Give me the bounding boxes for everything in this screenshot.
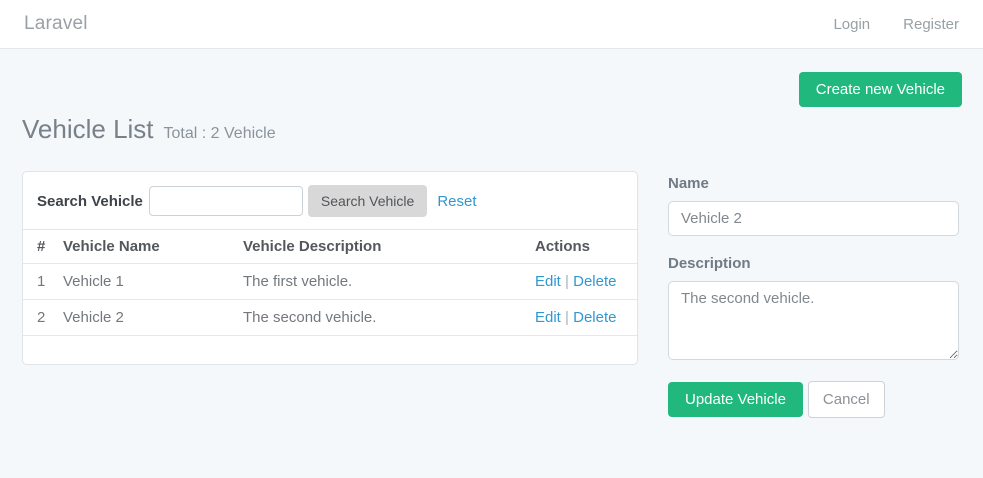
- table-row: 2 Vehicle 2 The second vehicle. Edit | D…: [23, 299, 637, 336]
- table-row: 1 Vehicle 1 The first vehicle. Edit | De…: [23, 263, 637, 300]
- cell-description: The first vehicle.: [243, 263, 535, 300]
- name-label: Name: [668, 175, 709, 192]
- edit-link[interactable]: Edit: [535, 309, 561, 326]
- delete-link[interactable]: Delete: [573, 309, 617, 326]
- main-columns: Search Vehicle Search Vehicle Reset # Ve…: [22, 171, 962, 418]
- cell-actions: Edit | Delete: [535, 263, 637, 300]
- cell-number: 1: [23, 263, 63, 300]
- register-link[interactable]: Register: [903, 15, 959, 33]
- card-bottom-spacer: [23, 336, 637, 364]
- cell-number: 2: [23, 299, 63, 336]
- heading-row: Vehicle List Total : 2 Vehicle: [22, 114, 962, 145]
- form-buttons-row: Update Vehicle Cancel: [668, 381, 959, 418]
- search-button[interactable]: Search Vehicle: [307, 185, 428, 217]
- vehicle-list-card: Search Vehicle Search Vehicle Reset # Ve…: [22, 171, 638, 365]
- cell-name: Vehicle 2: [63, 299, 243, 336]
- header-description: Vehicle Description: [243, 229, 535, 264]
- search-label: Search Vehicle: [37, 192, 143, 210]
- description-label: Description: [668, 255, 751, 272]
- vehicles-table: # Vehicle Name Vehicle Description Actio…: [23, 229, 637, 336]
- page-subtitle: Total : 2 Vehicle: [163, 125, 276, 142]
- top-action-row: Create new Vehicle: [22, 72, 962, 107]
- cell-description: The second vehicle.: [243, 299, 535, 336]
- navbar: Laravel Login Register: [0, 0, 983, 49]
- description-textarea[interactable]: The second vehicle.: [668, 281, 959, 360]
- reset-link[interactable]: Reset: [437, 192, 477, 210]
- create-vehicle-button[interactable]: Create new Vehicle: [798, 72, 962, 107]
- header-actions: Actions: [535, 229, 637, 264]
- table-header-row: # Vehicle Name Vehicle Description Actio…: [23, 229, 637, 264]
- action-separator: |: [565, 309, 569, 326]
- page-content: Create new Vehicle Vehicle List Total : …: [0, 72, 983, 418]
- search-form: Search Vehicle Search Vehicle Reset: [23, 172, 637, 229]
- search-input[interactable]: [148, 186, 303, 216]
- name-input[interactable]: [668, 201, 959, 236]
- app-brand[interactable]: Laravel: [24, 13, 88, 34]
- login-link[interactable]: Login: [833, 15, 871, 33]
- action-separator: |: [565, 273, 569, 290]
- update-vehicle-button[interactable]: Update Vehicle: [668, 382, 803, 417]
- vehicle-edit-form: Name Description The second vehicle. Upd…: [668, 171, 959, 418]
- cell-actions: Edit | Delete: [535, 299, 637, 336]
- edit-link[interactable]: Edit: [535, 273, 561, 290]
- cancel-button[interactable]: Cancel: [807, 381, 885, 418]
- header-number: #: [23, 229, 63, 264]
- delete-link[interactable]: Delete: [573, 273, 617, 290]
- header-name: Vehicle Name: [63, 229, 243, 264]
- navbar-links: Login Register: [833, 16, 959, 33]
- cell-name: Vehicle 1: [63, 263, 243, 300]
- page-title: Vehicle List: [22, 114, 154, 144]
